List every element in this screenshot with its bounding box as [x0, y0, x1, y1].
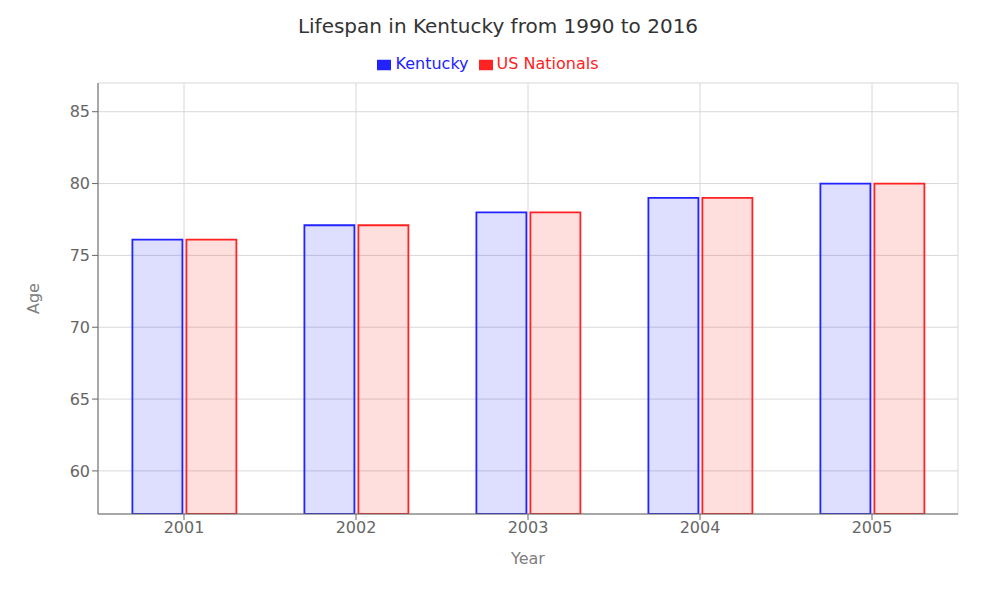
- svg-text:2001: 2001: [164, 518, 205, 537]
- svg-text:75: 75: [70, 246, 90, 265]
- svg-text:2003: 2003: [508, 518, 549, 537]
- svg-text:80: 80: [70, 174, 90, 193]
- svg-text:2004: 2004: [680, 518, 721, 537]
- html-text:Kentucky: Kentucky: [395, 54, 469, 73]
- svg-text:70: 70: [70, 318, 90, 337]
- svg-text:60: 60: [70, 462, 90, 481]
- svg-text:Year: Year: [510, 549, 545, 568]
- svg-text:Age: Age: [24, 283, 43, 314]
- html-text:Lifespan in Kentucky from 1990: Lifespan in Kentucky from 1990 to 2016: [297, 14, 699, 38]
- svg-text:2005: 2005: [852, 518, 893, 537]
- svg-text:85: 85: [70, 102, 90, 121]
- svg-text:2002: 2002: [336, 518, 377, 537]
- svg-text:65: 65: [70, 390, 90, 409]
- html-text:US Nationals: US Nationals: [496, 54, 599, 73]
